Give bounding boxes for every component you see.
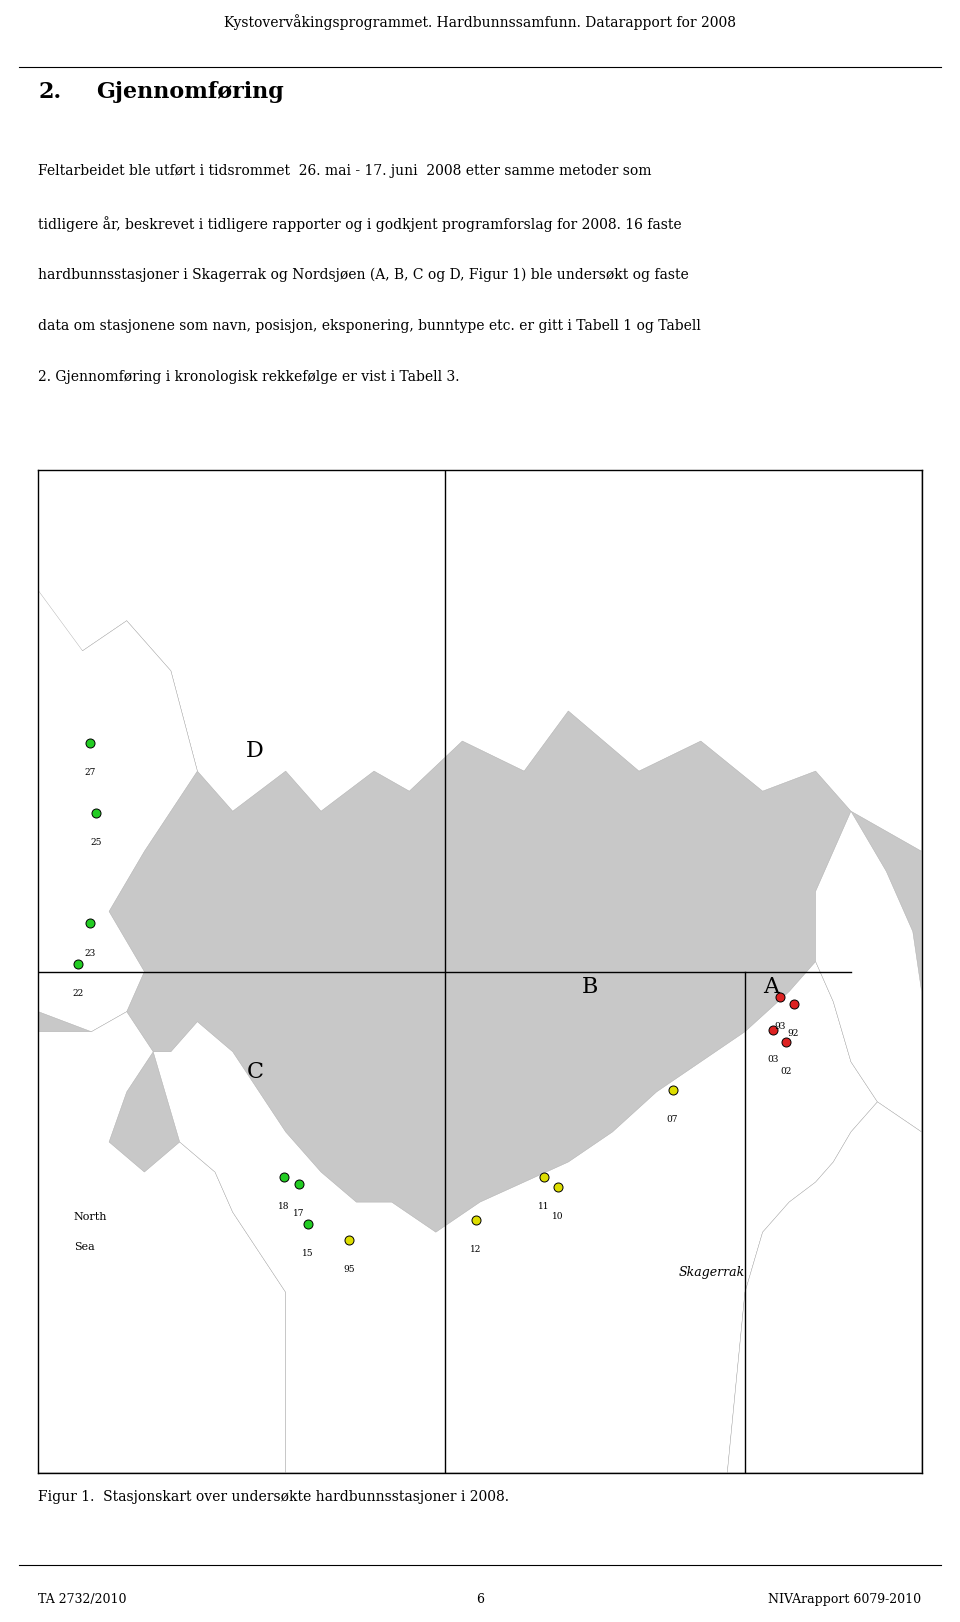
Text: A: A	[763, 975, 780, 998]
Text: North: North	[74, 1212, 108, 1221]
Text: 2.: 2.	[38, 81, 61, 102]
Text: NIVArapport 6079-2010: NIVArapport 6079-2010	[768, 1593, 922, 1606]
Text: 10: 10	[552, 1212, 564, 1221]
Text: tidligere år, beskrevet i tidligere rapporter og i godkjent programforslag for 2: tidligere år, beskrevet i tidligere rapp…	[38, 216, 682, 232]
Text: 17: 17	[293, 1208, 304, 1218]
Text: data om stasjonene som navn, posisjon, eksponering, bunntype etc. er gitt i Tabe: data om stasjonene som navn, posisjon, e…	[38, 320, 701, 333]
Text: Gjennomføring: Gjennomføring	[96, 81, 283, 102]
Text: Sea: Sea	[74, 1242, 94, 1252]
Text: TA 2732/2010: TA 2732/2010	[38, 1593, 127, 1606]
Text: 25: 25	[90, 839, 102, 847]
Polygon shape	[38, 1012, 286, 1473]
Text: Kystovervåkingsprogrammet. Hardbunnssamfunn. Datarapport for 2008: Kystovervåkingsprogrammet. Hardbunnssamf…	[224, 15, 736, 31]
Text: B: B	[582, 975, 599, 998]
Text: 22: 22	[73, 989, 84, 998]
Text: 2. Gjennomføring i kronologisk rekkefølge er vist i Tabell 3.: 2. Gjennomføring i kronologisk rekkefølg…	[38, 370, 460, 384]
Text: Feltarbeidet ble utført i tidsrommet  26. mai - 17. juni  2008 etter samme metod: Feltarbeidet ble utført i tidsrommet 26.…	[38, 164, 652, 178]
Text: 03: 03	[768, 1054, 779, 1064]
Text: C: C	[247, 1061, 263, 1083]
Polygon shape	[38, 470, 922, 852]
Polygon shape	[816, 811, 922, 1132]
Text: 12: 12	[469, 1246, 481, 1254]
Text: Figur 1.  Stasjonskart over undersøkte hardbunnsstasjoner i 2008.: Figur 1. Stasjonskart over undersøkte ha…	[38, 1491, 510, 1504]
Text: hardbunnsstasjoner i Skagerrak og Nordsjøen (A, B, C og D, Figur 1) ble undersøk: hardbunnsstasjoner i Skagerrak og Nordsj…	[38, 268, 689, 282]
Text: Skagerrak: Skagerrak	[679, 1265, 745, 1278]
Text: 15: 15	[302, 1249, 314, 1259]
Text: 11: 11	[538, 1202, 549, 1212]
Text: 18: 18	[278, 1202, 290, 1212]
Text: 07: 07	[667, 1114, 679, 1124]
Text: 92: 92	[788, 1028, 800, 1038]
Text: 02: 02	[780, 1067, 792, 1075]
Polygon shape	[38, 590, 198, 1032]
Text: 6: 6	[476, 1593, 484, 1606]
Text: 27: 27	[84, 769, 95, 777]
Text: 95: 95	[344, 1265, 355, 1275]
Text: 23: 23	[84, 949, 95, 957]
Text: 93: 93	[775, 1022, 786, 1030]
Polygon shape	[154, 962, 877, 1473]
Polygon shape	[728, 1101, 922, 1473]
Text: D: D	[246, 740, 264, 762]
